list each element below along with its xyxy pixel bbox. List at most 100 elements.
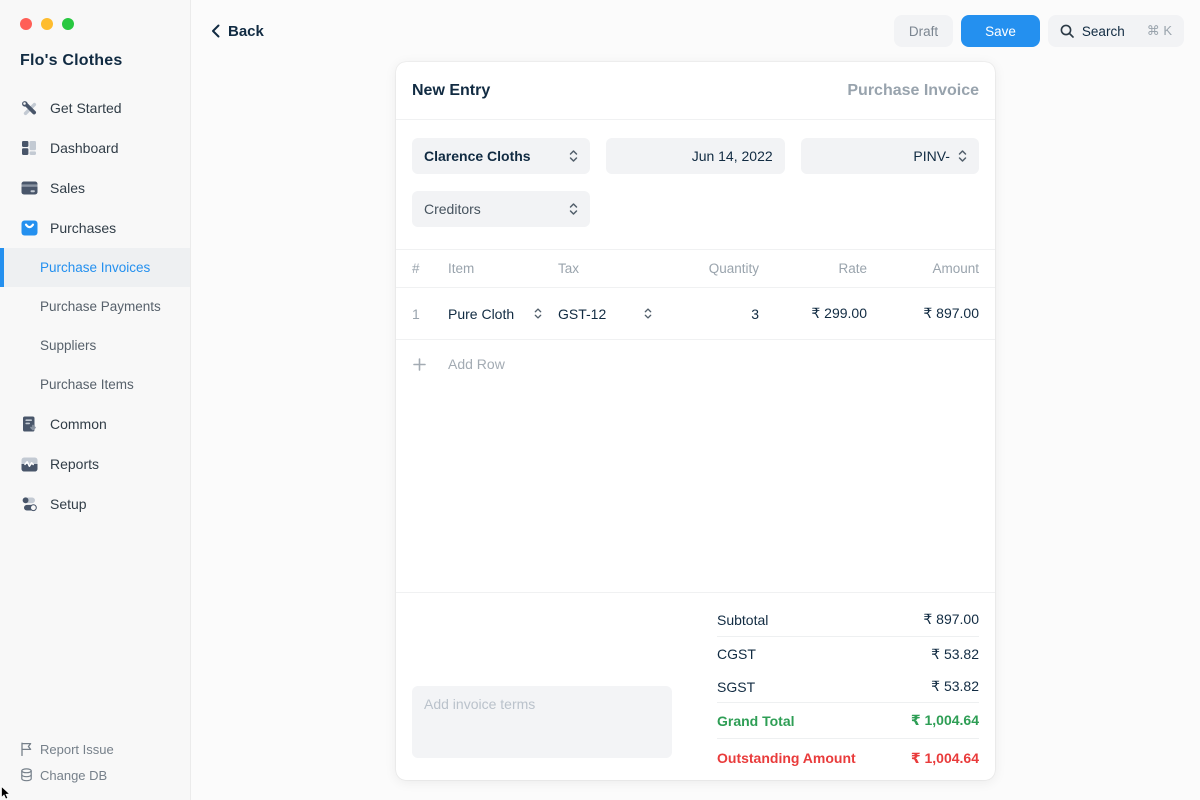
number-series-value: PINV- xyxy=(913,148,950,164)
sidebar-item-dashboard[interactable]: Dashboard xyxy=(0,128,190,168)
search-label: Search xyxy=(1081,23,1125,39)
sgst-value: ₹ 53.82 xyxy=(931,678,979,694)
save-button[interactable]: Save xyxy=(961,15,1040,47)
chevron-updown-icon xyxy=(958,149,967,163)
sidebar-item-sales[interactable]: Sales xyxy=(0,168,190,208)
header-item: Item xyxy=(448,261,475,276)
header-quantity: Quantity xyxy=(708,261,759,276)
sidebar-subitem-label: Purchase Invoices xyxy=(40,260,151,275)
supplier-value: Clarence Cloths xyxy=(424,148,531,164)
item-value: Pure Cloth xyxy=(448,305,515,322)
company-name: Flo's Clothes xyxy=(20,52,123,69)
terms-section xyxy=(412,603,717,777)
chevron-updown-icon xyxy=(534,307,542,320)
sidebar-item-purchases[interactable]: Purchases xyxy=(0,208,190,248)
report-issue-label: Report Issue xyxy=(40,741,114,757)
cgst-label: CGST xyxy=(717,646,756,662)
toggles-icon xyxy=(20,495,38,513)
sidebar-subitem-label: Suppliers xyxy=(40,338,97,353)
sidebar-item-purchase-payments[interactable]: Purchase Payments xyxy=(0,287,190,326)
purchase-invoice-card: New Entry Purchase Invoice Clarence Clot… xyxy=(396,62,995,780)
account-value: Creditors xyxy=(424,201,481,217)
header-amount: Amount xyxy=(932,261,979,276)
invoice-date-field[interactable]: Jun 14, 2022 xyxy=(606,138,785,174)
sidebar-item-common[interactable]: Common xyxy=(0,404,190,444)
sidebar: Flo's Clothes Get Started xyxy=(0,0,191,800)
search-button[interactable]: Search ⌘ K xyxy=(1047,15,1184,47)
tools-icon xyxy=(20,99,38,117)
sidebar-item-setup[interactable]: Setup xyxy=(0,484,190,524)
tax-select[interactable]: GST-12 xyxy=(558,306,668,322)
sgst-label: SGST xyxy=(717,678,756,695)
topbar-actions: Draft Save Search ⌘ K xyxy=(893,15,1184,47)
amount-value: ₹ 897.00 xyxy=(923,305,979,321)
sidebar-item-suppliers[interactable]: Suppliers xyxy=(0,326,190,365)
invoice-fields: Clarence Cloths Jun 14, 2022 PINV- xyxy=(396,120,995,249)
card-header: New Entry Purchase Invoice xyxy=(396,62,995,120)
credit-card-icon xyxy=(20,179,38,197)
sidebar-item-label: Common xyxy=(50,416,107,432)
page-title: New Entry xyxy=(412,81,491,99)
outstanding-amount-row: Outstanding Amount ₹ 1,004.64 xyxy=(717,739,979,777)
add-row-button[interactable]: Add Row xyxy=(396,340,995,388)
topbar: Back Draft Save Search ⌘ K xyxy=(191,0,1200,62)
flag-icon xyxy=(20,742,33,756)
number-series-select[interactable]: PINV- xyxy=(800,138,979,174)
sidebar-item-purchase-invoices[interactable]: Purchase Invoices xyxy=(0,248,190,287)
cgst-row: CGST ₹ 53.82 xyxy=(717,637,979,671)
chart-pulse-icon xyxy=(20,455,38,473)
plus-icon xyxy=(413,357,426,371)
card-empty-space xyxy=(396,388,995,592)
outstanding-value: ₹ 1,004.64 xyxy=(910,749,979,766)
tax-value: GST-12 xyxy=(558,305,607,322)
items-table-header: # Item Tax Quantity Rate Amount xyxy=(396,250,995,288)
close-window-button[interactable] xyxy=(20,18,32,30)
sidebar-subitem-label: Purchase Items xyxy=(40,377,134,392)
mouse-cursor xyxy=(1,786,12,800)
card-footer: Subtotal ₹ 897.00 CGST ₹ 53.82 SGST ₹ 53… xyxy=(396,592,995,780)
dashboard-icon xyxy=(20,139,38,157)
sidebar-item-label: Dashboard xyxy=(50,140,119,156)
sidebar-item-label: Setup xyxy=(50,496,87,512)
quantity-field[interactable]: 3 xyxy=(751,305,759,322)
header-rate: Rate xyxy=(838,261,867,276)
sidebar-item-get-started[interactable]: Get Started xyxy=(0,88,190,128)
chevron-updown-icon xyxy=(569,202,578,216)
sidebar-item-label: Get Started xyxy=(50,100,122,116)
subtotal-value: ₹ 897.00 xyxy=(923,611,979,627)
draft-status-button[interactable]: Draft xyxy=(893,15,954,47)
totals-section: Subtotal ₹ 897.00 CGST ₹ 53.82 SGST ₹ 53… xyxy=(717,603,979,777)
main-area: Back Draft Save Search ⌘ K New Entry Pur… xyxy=(191,0,1200,800)
add-row-label: Add Row xyxy=(448,356,505,372)
header-tax: Tax xyxy=(558,261,580,276)
window-controls xyxy=(0,18,190,30)
invoice-terms-input[interactable] xyxy=(412,686,672,758)
sidebar-nav: Get Started Dashboard Sal xyxy=(0,88,190,524)
report-issue-button[interactable]: Report Issue xyxy=(20,736,190,762)
header-index: # xyxy=(412,261,420,276)
change-db-label: Change DB xyxy=(40,767,108,783)
item-select[interactable]: Pure Cloth xyxy=(448,306,558,322)
sidebar-item-reports[interactable]: Reports xyxy=(0,444,190,484)
zoom-window-button[interactable] xyxy=(62,18,74,30)
minimize-window-button[interactable] xyxy=(41,18,53,30)
rate-field[interactable]: ₹ 299.00 xyxy=(811,305,867,321)
cgst-value: ₹ 53.82 xyxy=(931,645,979,662)
account-select[interactable]: Creditors xyxy=(412,191,591,227)
items-table: # Item Tax Quantity Rate Amount 1 Pure C… xyxy=(396,249,995,388)
chevron-left-icon xyxy=(211,24,220,38)
row-index: 1 xyxy=(412,305,420,322)
document-icon xyxy=(20,415,38,433)
grand-total-value: ₹ 1,004.64 xyxy=(910,712,979,728)
doctype-label: Purchase Invoice xyxy=(847,81,979,99)
chevron-updown-icon xyxy=(644,307,652,320)
subtotal-label: Subtotal xyxy=(717,611,769,628)
sidebar-item-label: Sales xyxy=(50,180,86,196)
sidebar-item-purchase-items[interactable]: Purchase Items xyxy=(0,365,190,404)
grand-total-label: Grand Total xyxy=(717,712,795,729)
supplier-select[interactable]: Clarence Cloths xyxy=(412,138,591,174)
sidebar-subitem-label: Purchase Payments xyxy=(40,299,161,314)
back-button[interactable]: Back xyxy=(211,23,264,40)
change-db-button[interactable]: Change DB xyxy=(20,762,190,788)
shopping-bag-icon xyxy=(20,219,38,237)
